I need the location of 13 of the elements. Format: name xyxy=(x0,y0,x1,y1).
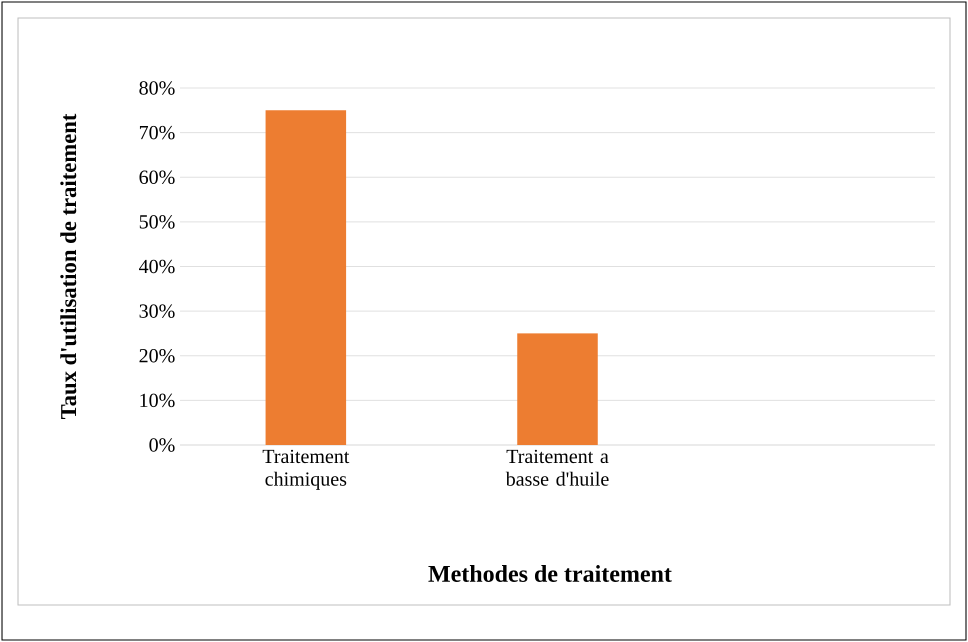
x-tick-label: Traitement chimiques xyxy=(262,450,350,490)
y-tick-label: 0% xyxy=(149,438,175,452)
y-tick-label: 50% xyxy=(140,215,175,229)
y-tick-label: 70% xyxy=(140,126,175,140)
x-tick-label: Traitement a basse d'huile xyxy=(506,450,609,486)
x-axis-title: Methodes de traitement xyxy=(428,565,672,582)
y-tick-label: 20% xyxy=(140,348,175,363)
y-tick-label: 40% xyxy=(139,260,175,274)
y-axis-title: Taux d'utilisation de traitement xyxy=(60,114,76,420)
y-tick-label: 30% xyxy=(140,304,175,318)
y-tick-label: 60% xyxy=(139,170,175,184)
y-tick-label: 80% xyxy=(139,81,175,95)
y-tick-label: 10% xyxy=(140,394,175,408)
